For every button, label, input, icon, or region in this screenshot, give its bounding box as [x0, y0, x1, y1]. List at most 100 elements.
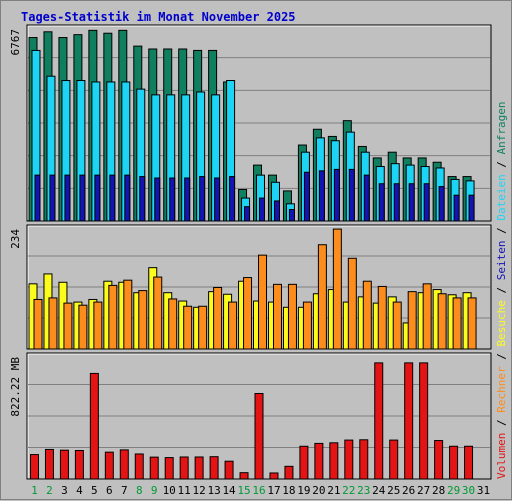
bar-volumen-day-25: [389, 439, 399, 480]
bar-volumen-day-29: [449, 445, 459, 480]
bar-seiten-day-19: [303, 171, 310, 222]
series-seiten: [34, 168, 475, 222]
bar-seiten-day-20: [318, 170, 325, 222]
bar-rechner-day-22: [347, 257, 357, 350]
bar-seiten-day-16: [259, 197, 266, 222]
x-tick-label: 19: [297, 484, 310, 497]
bar-volumen-day-27: [419, 362, 429, 480]
bar-volumen-day-15: [239, 472, 249, 480]
x-tick-label: 7: [121, 484, 128, 497]
legend-separator: /: [495, 221, 508, 241]
legend-entry-besuche: Besuche: [495, 300, 508, 346]
bar-seiten-day-1: [34, 174, 41, 222]
x-tick-label: 1: [31, 484, 38, 497]
x-tick-label: 14: [222, 484, 236, 497]
bar-seiten-day-23: [363, 174, 370, 222]
bar-rechner-day-20: [317, 244, 327, 350]
bar-volumen-day-20: [314, 442, 324, 480]
legend-separator: /: [495, 413, 508, 433]
legend-separator: /: [495, 154, 508, 174]
bar-rechner-day-6: [108, 284, 118, 350]
x-tick-label: 15: [237, 484, 250, 497]
x-tick-label: 27: [417, 484, 430, 497]
bar-rechner-day-29: [452, 297, 462, 350]
x-tick-label: 28: [432, 484, 445, 497]
bar-rechner-day-3: [63, 302, 73, 350]
bar-seiten-day-10: [169, 177, 176, 222]
x-tick-label: 29: [447, 484, 460, 497]
bar-seiten-day-8: [139, 176, 146, 222]
bar-rechner-day-21: [332, 228, 342, 350]
bar-volumen-day-11: [179, 456, 189, 480]
x-tick-label: 10: [163, 484, 176, 497]
bar-rechner-day-2: [48, 297, 58, 350]
panel-max-label: 822.22 MB: [9, 357, 22, 417]
bar-seiten-day-30: [468, 194, 475, 222]
bar-rechner-day-10: [168, 298, 178, 350]
bar-volumen-day-4: [74, 449, 84, 480]
bar-rechner-day-9: [153, 276, 163, 350]
panel-max-label: 234: [9, 229, 22, 249]
x-tick-label: 4: [76, 484, 83, 497]
x-tick-label: 26: [402, 484, 415, 497]
bar-rechner-day-11: [183, 305, 193, 350]
bar-volumen-day-2: [44, 448, 54, 480]
x-tick-label: 17: [267, 484, 280, 497]
panel-middle: 234: [9, 224, 492, 350]
bar-rechner-day-7: [123, 279, 133, 350]
bar-seiten-day-15: [244, 206, 251, 222]
x-tick-label: 22: [342, 484, 355, 497]
legend-entry-anfragen: Anfragen: [495, 101, 508, 154]
x-tick-label: 20: [312, 484, 325, 497]
bar-seiten-day-18: [288, 209, 295, 222]
bar-seiten-day-13: [214, 177, 221, 222]
bar-seiten-day-26: [408, 183, 415, 222]
bar-volumen-day-19: [299, 445, 309, 480]
bar-rechner-day-18: [287, 283, 297, 350]
series-volumen: [29, 362, 474, 480]
x-tick-label: 23: [357, 484, 370, 497]
panel-max-label: 6767: [9, 29, 22, 56]
legend-separator: /: [495, 347, 508, 367]
bar-seiten-day-29: [453, 194, 460, 222]
bar-rechner-day-14: [228, 301, 238, 350]
x-tick-label: 3: [61, 484, 68, 497]
series-rechner: [33, 228, 477, 350]
panel-bottom: 822.22 MB: [9, 352, 492, 480]
bar-seiten-day-5: [94, 174, 101, 222]
chart-title: Tages-Statistik im Monat November 2025: [21, 10, 296, 24]
bar-seiten-day-25: [393, 183, 400, 222]
bar-volumen-day-1: [29, 454, 39, 480]
bar-seiten-day-6: [109, 174, 116, 222]
x-tick-label: 8: [136, 484, 143, 497]
x-tick-label: 13: [207, 484, 220, 497]
bar-seiten-day-27: [423, 183, 430, 222]
bar-seiten-day-21: [333, 168, 340, 222]
x-tick-label: 5: [91, 484, 98, 497]
bar-volumen-day-18: [284, 465, 294, 480]
bar-volumen-day-7: [119, 449, 129, 480]
bar-rechner-day-1: [33, 298, 43, 350]
x-tick-label: 18: [282, 484, 295, 497]
bar-volumen-day-5: [89, 372, 99, 480]
x-tick-label: 30: [462, 484, 475, 497]
series-besuche: [28, 267, 472, 350]
bar-rechner-day-13: [213, 286, 223, 350]
x-tick-label: 25: [387, 484, 400, 497]
bar-seiten-day-4: [79, 174, 86, 222]
bar-volumen-day-23: [359, 439, 369, 480]
legend-separator: /: [495, 280, 508, 300]
bar-seiten-day-12: [199, 176, 206, 222]
bar-rechner-day-16: [258, 254, 268, 350]
x-tick-label: 12: [193, 484, 206, 497]
bar-rechner-day-28: [437, 293, 447, 350]
bar-volumen-day-30: [464, 445, 474, 480]
bar-volumen-day-6: [104, 451, 114, 480]
legend: Volumen / Rechner / Besuche / Seiten / D…: [495, 101, 508, 479]
x-tick-label: 31: [477, 484, 490, 497]
bar-seiten-day-17: [273, 200, 280, 222]
bar-rechner-day-17: [272, 283, 282, 350]
bar-volumen-day-17: [269, 472, 279, 480]
bar-rechner-day-30: [467, 297, 477, 350]
